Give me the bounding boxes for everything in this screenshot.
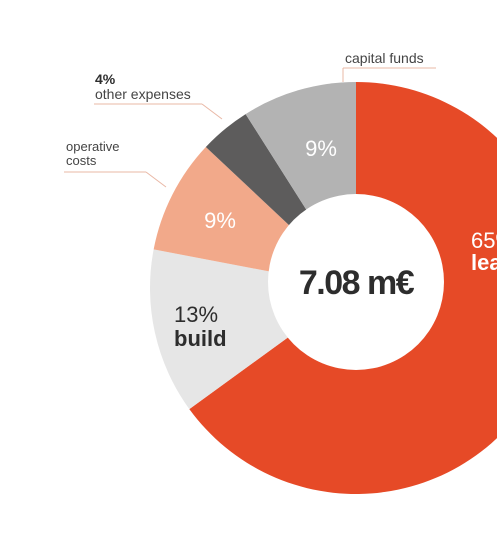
callout-line-operative-diag: [145, 171, 167, 188]
callout-operative-line1: operative: [66, 139, 119, 154]
slice-label-build-name: build: [174, 326, 227, 351]
slice-lea: [189, 82, 497, 494]
slice-label-build-pct: 13%: [174, 302, 218, 327]
donut-center-hole: [268, 194, 444, 370]
slice-label-capital-pct: 9%: [305, 136, 337, 161]
slice-label-lease-pct: 65%: [471, 228, 497, 253]
slice-label-lease-name: lea: [471, 250, 497, 275]
callout-other-pct: 4%: [95, 71, 116, 87]
center-total-label: 7.08 m€: [299, 264, 415, 302]
callout-other-expenses: other expenses: [95, 86, 191, 102]
callout-capital-funds: capital funds: [345, 50, 424, 66]
callout-line-other-diag: [201, 103, 223, 120]
slice-label-operative-pct: 9%: [204, 208, 236, 233]
callout-operative-line2: costs: [66, 153, 97, 168]
